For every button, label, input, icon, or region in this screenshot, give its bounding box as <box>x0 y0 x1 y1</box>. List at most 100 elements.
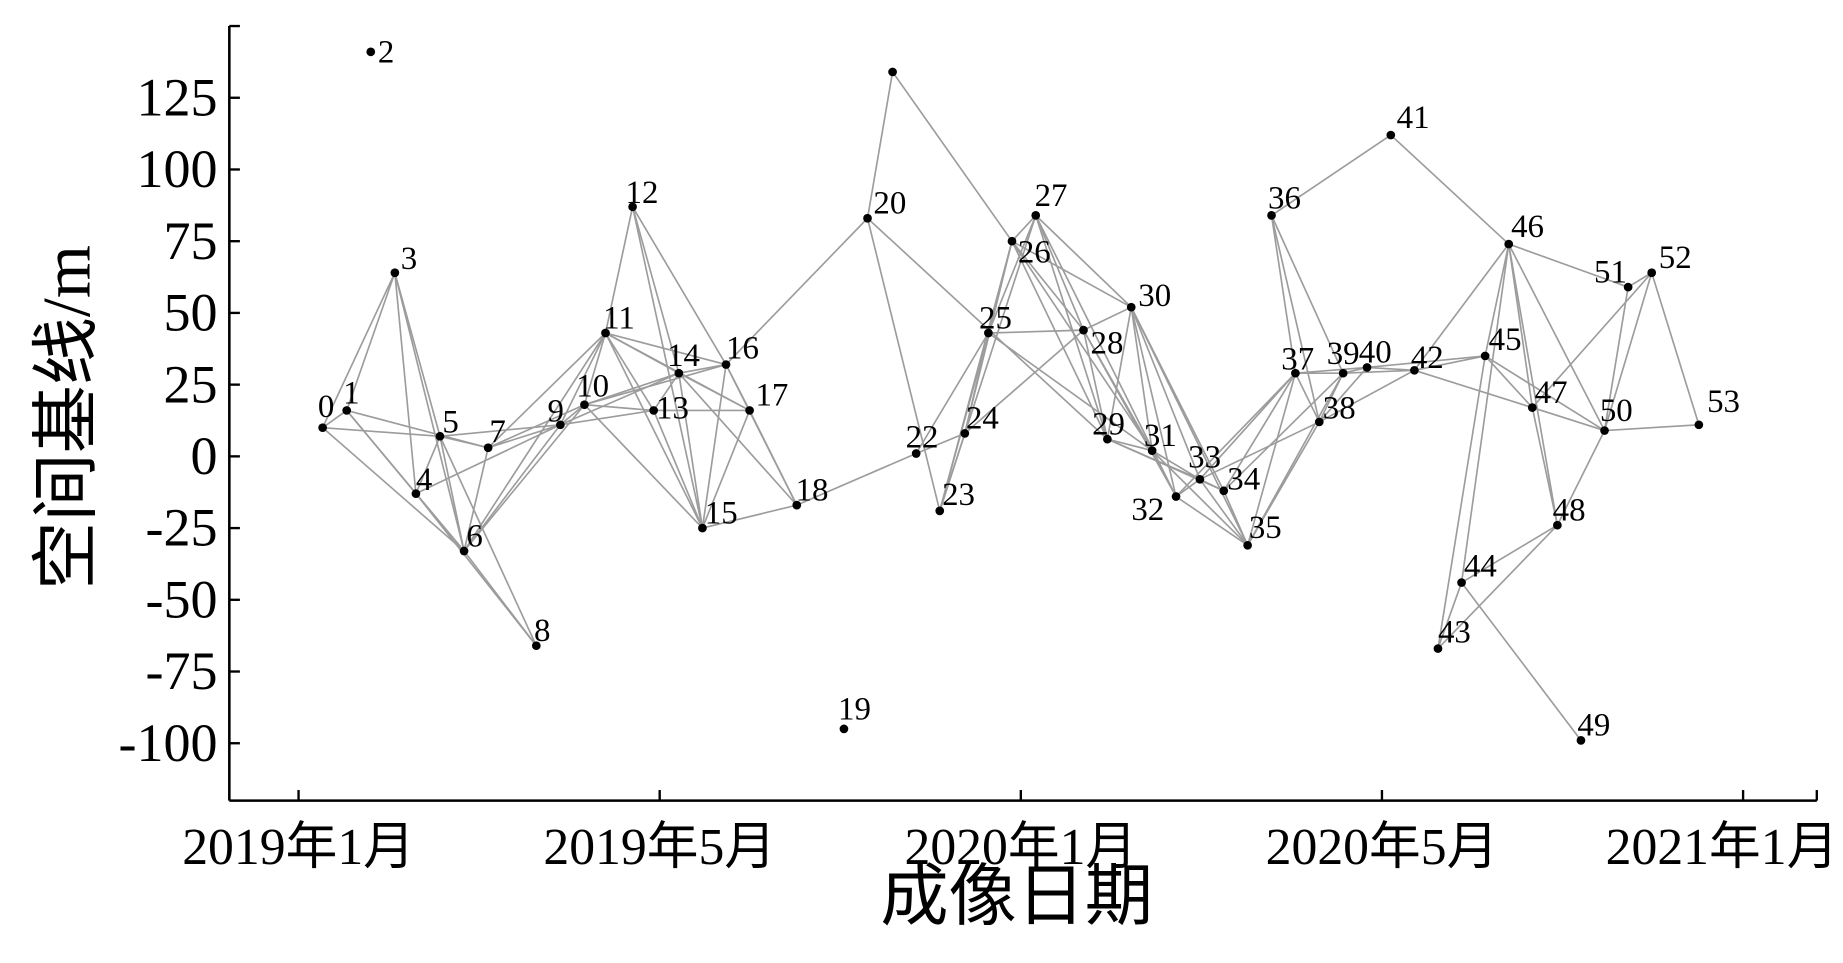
data-point <box>1171 492 1181 501</box>
baseline-edge <box>1270 215 1321 423</box>
baseline-edge <box>1508 243 1629 288</box>
point-label: 44 <box>1464 549 1497 585</box>
baseline-edge <box>701 410 751 529</box>
baseline-edge <box>1627 272 1653 288</box>
point-label: 50 <box>1600 393 1633 429</box>
baseline-edge <box>987 240 1013 334</box>
data-point <box>1386 130 1396 140</box>
point-label: 10 <box>576 368 609 404</box>
point-label: 22 <box>906 420 939 456</box>
baseline-edge <box>1294 372 1321 423</box>
data-point <box>1694 420 1704 430</box>
point-label: 49 <box>1577 708 1610 744</box>
baseline-edge <box>439 436 465 552</box>
baseline-edge <box>322 409 348 429</box>
point-label: 13 <box>656 391 689 427</box>
data-point <box>435 431 445 441</box>
point-label: 27 <box>1035 178 1068 214</box>
baseline-edge <box>1460 582 1582 741</box>
baseline-edge <box>559 404 585 426</box>
baseline-edge <box>631 206 727 365</box>
baseline-edge <box>1531 407 1559 526</box>
baseline-edge <box>1270 215 1344 374</box>
baseline-edge <box>1035 214 1132 308</box>
baseline-edge <box>1437 355 1486 649</box>
baseline-edge <box>1107 438 1153 452</box>
data-point <box>1031 211 1041 220</box>
data-point <box>411 489 421 499</box>
baseline-edge <box>891 71 1013 242</box>
data-point <box>1243 540 1252 550</box>
data-point <box>1600 426 1609 435</box>
data-point <box>1623 282 1633 292</box>
baseline-edge <box>1106 307 1133 440</box>
point-label: 52 <box>1659 240 1692 276</box>
baseline-edge <box>1246 372 1344 546</box>
point-label: 3 <box>401 241 417 277</box>
point-label: 39 <box>1327 336 1360 372</box>
data-point <box>1553 520 1562 530</box>
baseline-edge <box>584 403 654 412</box>
baseline-edge <box>631 206 704 529</box>
baseline-edge <box>1603 272 1653 431</box>
point-label: 12 <box>626 175 659 211</box>
baseline-edge <box>1246 372 1297 546</box>
data-point <box>1103 434 1112 444</box>
point-label: 34 <box>1227 462 1260 498</box>
baseline-edge <box>1175 372 1296 498</box>
baseline-edge <box>796 452 917 506</box>
y-tick-label: 75 <box>164 211 218 271</box>
point-label: 15 <box>705 495 738 531</box>
data-point <box>366 47 376 57</box>
baseline-edge <box>1130 306 1201 480</box>
point-label: 0 <box>318 389 334 425</box>
data-point <box>1079 325 1088 335</box>
baseline-edge <box>1414 355 1486 372</box>
point-label: 18 <box>796 472 829 508</box>
data-point <box>960 429 970 438</box>
data-point <box>1219 486 1229 496</box>
baseline-edge <box>487 332 607 449</box>
data-point <box>1527 403 1537 412</box>
point-label: 36 <box>1268 180 1301 216</box>
data-point <box>483 443 493 453</box>
baseline-edge <box>463 550 537 647</box>
point-label: 26 <box>1018 234 1051 270</box>
baseline-edge <box>1318 366 1368 423</box>
point-label: 4 <box>416 462 432 498</box>
baseline-edge <box>678 372 750 412</box>
baseline-edge <box>394 272 465 552</box>
baseline-edge <box>631 206 680 374</box>
baseline-edge <box>1603 286 1629 431</box>
baseline-edge <box>866 71 894 219</box>
x-tick-label: 2021年1月 <box>1606 819 1839 876</box>
y-tick-label: 50 <box>164 283 218 343</box>
point-label: 37 <box>1281 342 1314 378</box>
baseline-edge <box>1461 524 1558 584</box>
data-point <box>745 406 754 415</box>
baseline-edge <box>321 272 396 429</box>
baseline-edge <box>1223 372 1297 492</box>
baseline-edge <box>678 373 704 529</box>
point-label: 48 <box>1553 493 1586 529</box>
baseline-edge <box>1199 478 1225 492</box>
baseline-edge <box>866 218 941 512</box>
y-tick-label: -25 <box>146 498 218 558</box>
point-label: 16 <box>726 331 759 367</box>
y-axis-title: 空间基线/m <box>28 245 104 590</box>
baseline-edge <box>1011 240 1153 452</box>
data-point <box>888 67 897 77</box>
point-label: 47 <box>1535 375 1568 411</box>
point-label: 1 <box>343 375 359 411</box>
data-point <box>318 423 327 433</box>
point-label: 28 <box>1091 326 1124 362</box>
baseline-edge <box>1130 306 1249 546</box>
baseline-edge <box>1011 240 1085 331</box>
baseline-edge <box>584 363 727 406</box>
data-point <box>911 449 921 458</box>
baseline-edge <box>701 364 727 529</box>
baseline-edge <box>1507 243 1559 526</box>
baseline-edge <box>1011 240 1109 440</box>
point-label: 2 <box>378 34 394 70</box>
point-label: 35 <box>1249 510 1282 546</box>
